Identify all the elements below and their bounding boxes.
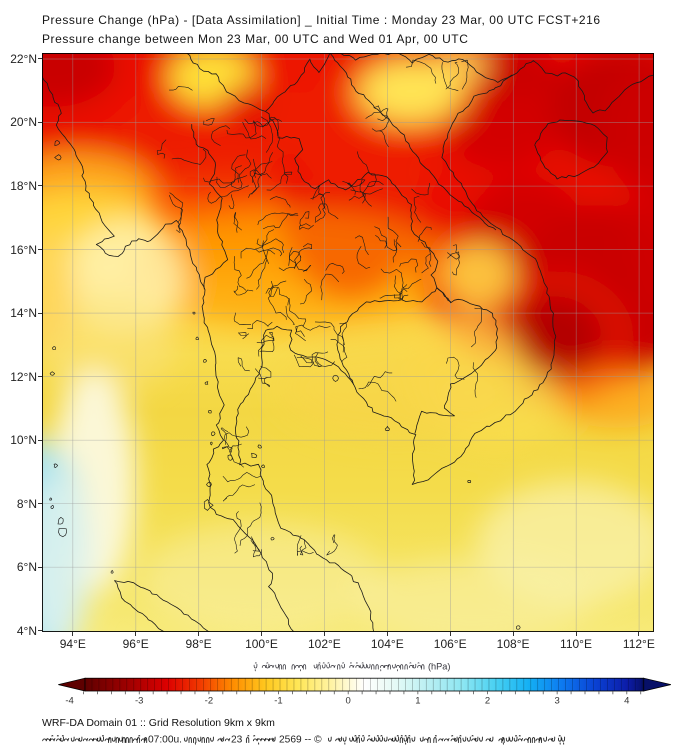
svg-text:1: 1 xyxy=(415,696,420,707)
svg-text:2: 2 xyxy=(485,696,490,707)
svg-text:-2: -2 xyxy=(205,696,213,707)
svg-text:07:00u.: 07:00u. xyxy=(148,735,182,746)
svg-text:3: 3 xyxy=(554,696,559,707)
svg-text:-4: -4 xyxy=(65,696,73,707)
svg-text:0: 0 xyxy=(346,696,351,707)
svg-text:-3: -3 xyxy=(135,696,143,707)
svg-text:4: 4 xyxy=(624,696,629,707)
svg-text:-1: -1 xyxy=(274,696,282,707)
svg-text:23: 23 xyxy=(231,735,243,746)
svg-text:(hPa): (hPa) xyxy=(428,662,450,672)
svg-text:2569 -- ©: 2569 -- © xyxy=(279,735,322,746)
